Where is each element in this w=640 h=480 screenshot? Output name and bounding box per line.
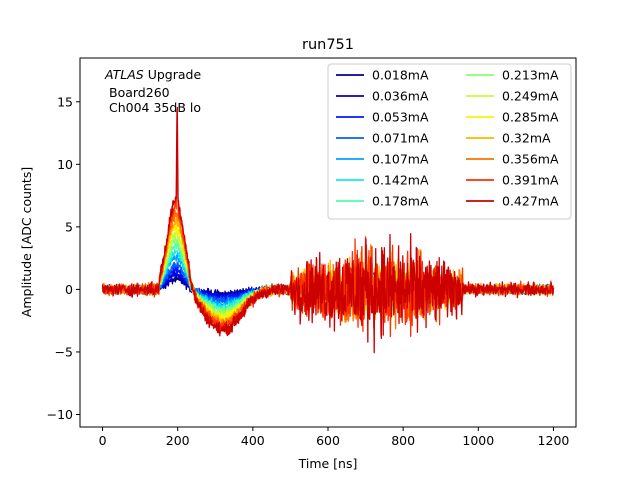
x-axis-label: Time [ns] [298,456,358,471]
legend-label: 0.213mA [502,68,559,83]
x-tick-label: 0 [99,433,107,448]
chart-title: run751 [302,37,354,53]
x-tick-label: 1200 [538,433,570,448]
x-tick-label: 200 [166,433,190,448]
legend-label: 0.018mA [372,68,429,83]
x-tick-label: 600 [316,433,340,448]
annotation-board: Board260 [109,85,170,100]
legend-label: 0.427mA [502,194,559,209]
y-tick-label: 5 [65,219,73,234]
x-tick-label: 800 [391,433,415,448]
annotation-upgrade: Upgrade [144,67,202,82]
legend-label: 0.178mA [372,194,429,209]
legend-label: 0.107mA [372,152,429,167]
atlas-annotation: ATLAS Upgrade Board260 Ch004 35dB lo [104,67,201,115]
legend-label: 0.071mA [372,131,429,146]
y-axis: −10 −5 0 5 10 15 [47,94,80,422]
y-tick-label: −5 [55,344,73,359]
x-tick-label: 400 [241,433,265,448]
series-line [101,106,555,354]
x-axis: 0 200 400 600 800 1000 1200 [99,427,570,448]
legend-box [327,63,572,220]
y-axis-label: Amplitude [ADC counts] [19,167,34,317]
annotation-atlas: ATLAS [104,67,144,82]
annotation-channel: Ch004 35dB lo [109,100,201,115]
series-layer [101,106,555,354]
y-tick-label: 10 [57,157,73,172]
legend-label: 0.036mA [372,89,429,104]
legend-label: 0.285mA [502,110,559,125]
annotation-line1: ATLAS Upgrade [104,67,201,82]
y-tick-label: 15 [57,94,73,109]
x-tick-label: 1000 [462,433,494,448]
legend: 0.018mA 0.036mA 0.053mA 0.071mA 0.107mA 0.142… [327,63,572,220]
y-tick-label: −10 [47,407,73,422]
legend-label: 0.249mA [502,89,559,104]
legend-label: 0.142mA [372,173,429,188]
legend-label: 0.053mA [372,110,429,125]
legend-label: 0.32mA [502,131,551,146]
y-tick-label: 0 [65,282,73,297]
legend-label: 0.391mA [502,173,559,188]
legend-label: 0.356mA [502,152,559,167]
